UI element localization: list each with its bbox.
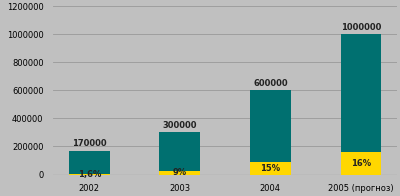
Text: 16%: 16% <box>351 159 371 168</box>
Bar <box>340 152 381 174</box>
Bar <box>69 151 110 174</box>
Text: 1,6%: 1,6% <box>78 170 101 179</box>
Text: 300000: 300000 <box>162 121 197 130</box>
Text: 15%: 15% <box>260 164 280 173</box>
Text: 600000: 600000 <box>253 79 288 88</box>
Bar <box>250 162 291 174</box>
Bar <box>160 132 200 174</box>
Bar <box>250 90 291 174</box>
Bar <box>160 171 200 174</box>
Text: 1000000: 1000000 <box>341 23 381 32</box>
Text: 170000: 170000 <box>72 139 106 148</box>
Bar <box>340 34 381 174</box>
Text: 9%: 9% <box>173 168 187 177</box>
